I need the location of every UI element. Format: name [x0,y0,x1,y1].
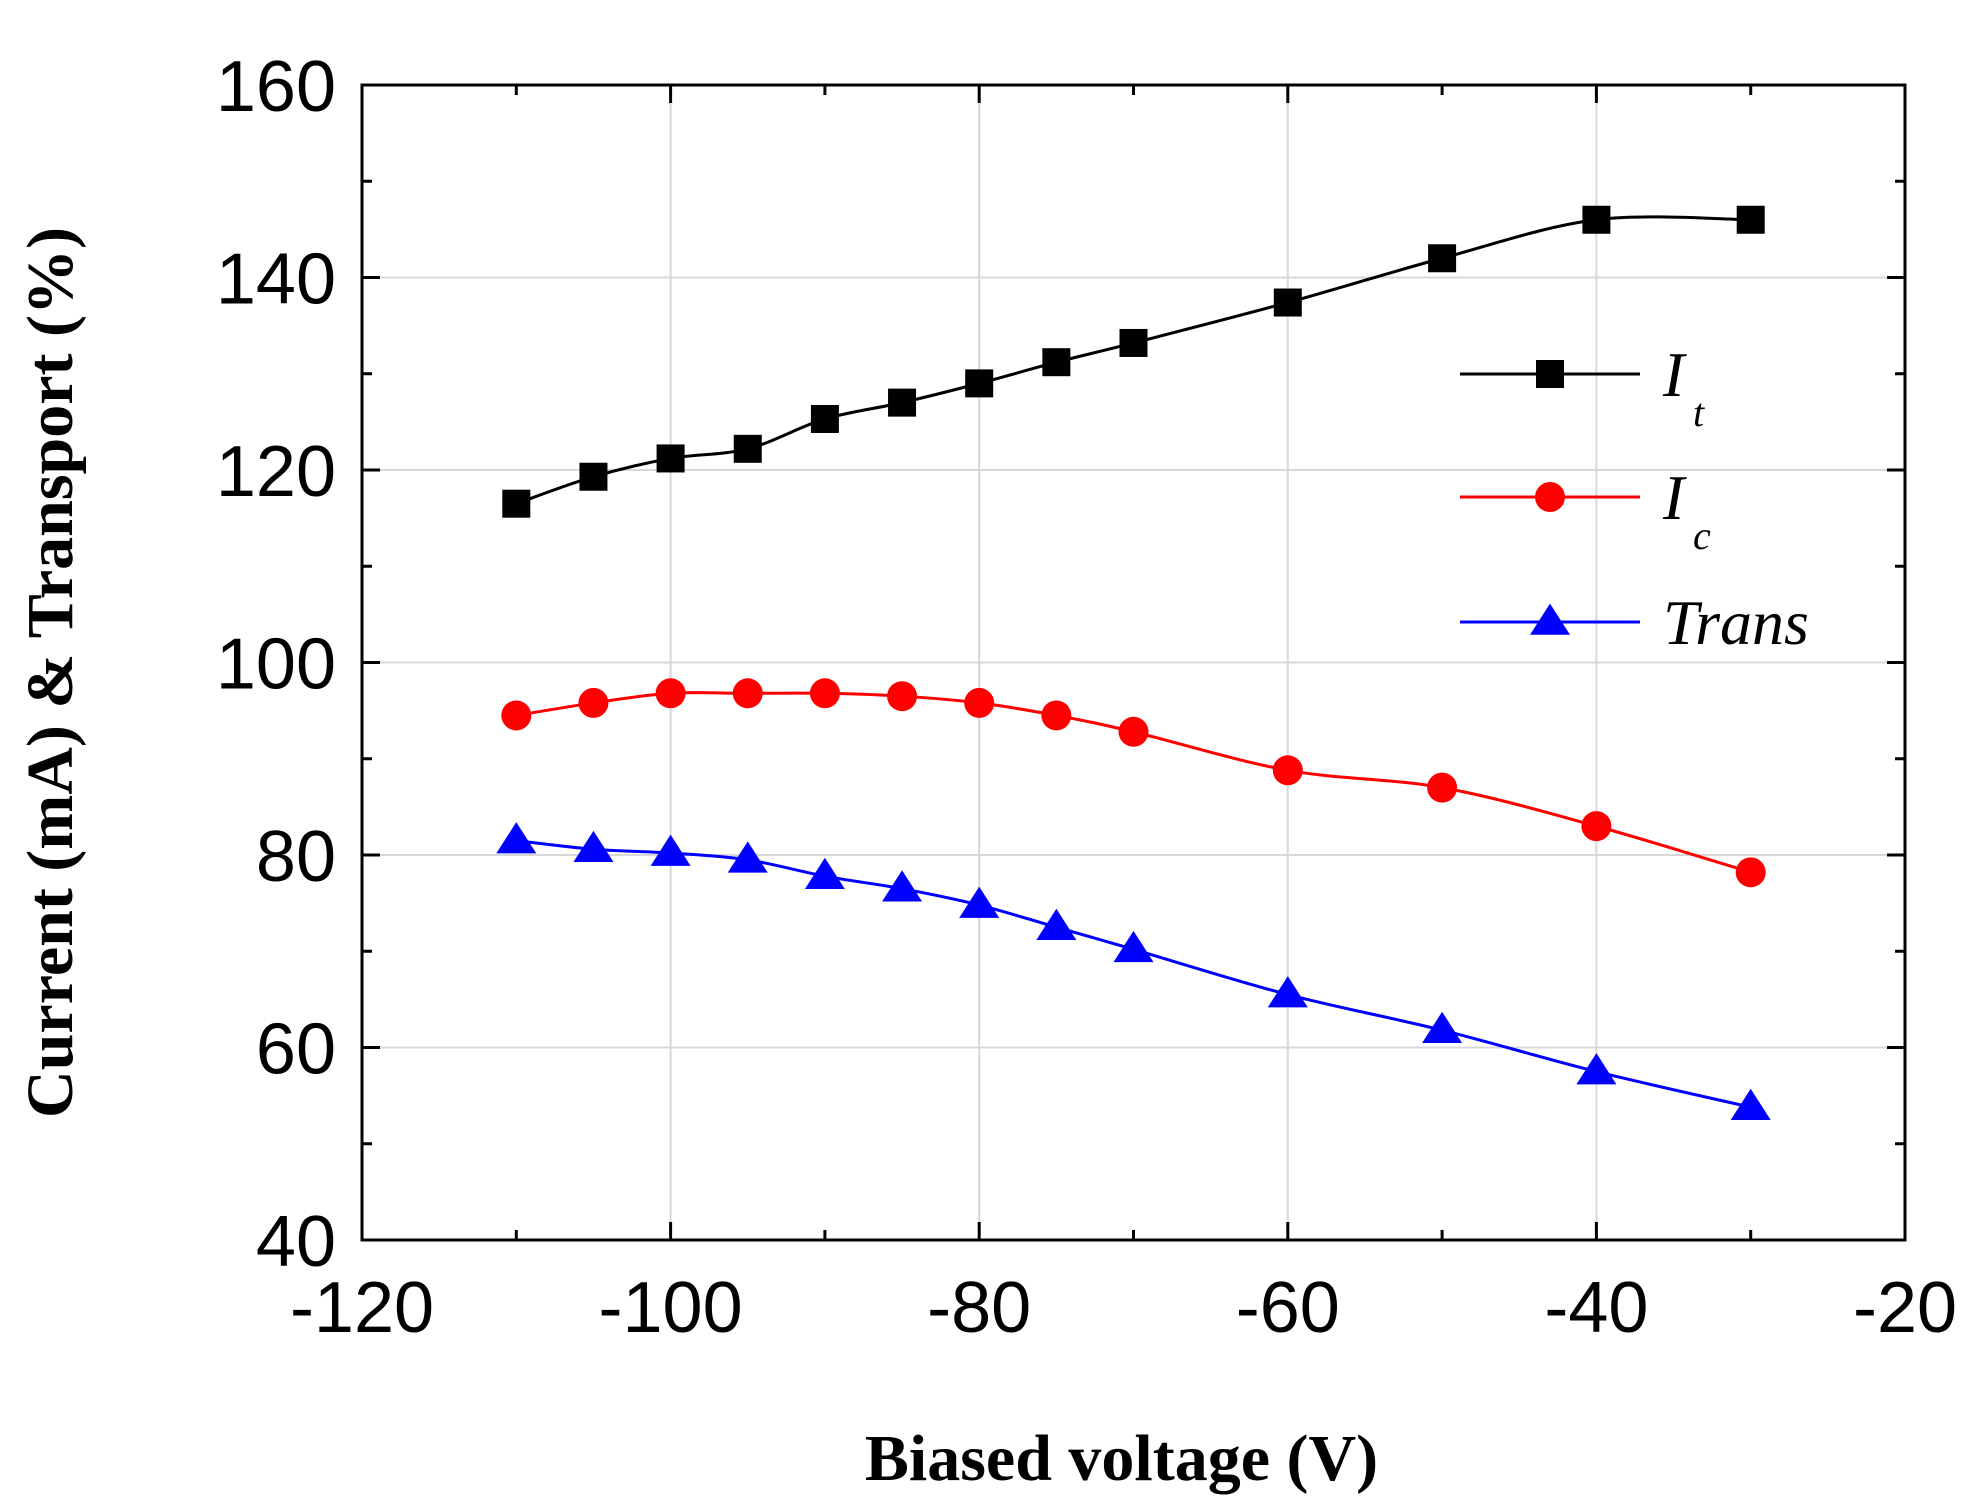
data-point-trans [1730,1088,1771,1120]
data-point-trans [1576,1053,1617,1085]
data-point-trans [650,834,691,866]
x-tick-label: -120 [290,1268,434,1348]
data-point-ic [732,678,763,709]
data-point-trans [804,857,845,889]
data-point-it [1119,328,1148,357]
legend-item-it: It [1460,339,1705,435]
data-point-trans [959,886,1000,918]
y-tick-label: 160 [216,47,336,127]
data-point-trans [1113,930,1154,963]
data-point-ic [1272,755,1303,786]
data-point-trans [1267,976,1308,1008]
y-tick-label: 120 [216,432,336,512]
data-point-it [1428,244,1457,273]
data-point-ic [887,681,918,712]
y-tick-label: 80 [256,817,336,897]
data-point-ic [1735,857,1766,888]
legend-marker [1536,360,1564,388]
y-tick-label: 60 [256,1010,336,1090]
legend-item-trans: Trans [1460,587,1809,658]
legend-marker [1530,603,1570,635]
data-point-it [579,462,608,491]
y-tick-label: 140 [216,240,336,320]
data-point-it [656,444,685,473]
x-tick-label: -20 [1853,1268,1957,1348]
data-point-ic [809,678,840,709]
x-axis-title: Biased voltage (V) [865,1422,1378,1495]
data-point-ic [1041,700,1072,731]
data-point-ic [1581,811,1612,842]
y-axis-title: Current (mA) & Transport (%) [14,227,87,1118]
series-ic [501,678,1766,888]
data-point-it [1042,348,1071,377]
legend-label: I [1662,462,1687,533]
data-point-it [1736,205,1765,234]
data-point-it [965,369,994,398]
data-point-ic [1118,716,1149,747]
data-point-trans [1422,1011,1463,1043]
data-point-ic [655,678,686,709]
legend-label: I [1662,339,1687,410]
data-point-ic [578,687,609,718]
data-point-ic [1427,772,1458,803]
legend-label-subscript: c [1693,513,1711,558]
x-tick-label: -80 [927,1268,1031,1348]
x-tick-label: -100 [599,1268,743,1348]
data-point-it [1582,205,1611,234]
series-layer [496,205,1771,1120]
data-point-trans [882,870,923,902]
data-point-it [733,434,762,463]
x-tick-label: -60 [1236,1268,1340,1348]
data-point-trans [1036,908,1077,940]
y-tick-label: 40 [256,1202,336,1282]
data-point-it [502,489,531,518]
data-point-trans [727,841,768,873]
series-it [502,205,1765,518]
data-point-trans [573,830,614,863]
legend-marker [1535,482,1565,512]
data-point-it [888,388,917,417]
data-point-it [1273,288,1302,317]
series-line-trans [516,839,1752,1109]
data-point-ic [501,700,532,731]
data-point-trans [496,822,537,854]
data-point-it [810,404,839,433]
data-point-ic [964,687,995,718]
series-trans [496,822,1771,1120]
x-tick-label: -40 [1544,1268,1648,1348]
grid [361,84,1906,1241]
legend-label: Trans [1663,587,1809,658]
ticks: -120 -100 -80 -60 -40 -20 40 60 80 100 120 140 160 [216,47,1957,1348]
legend-item-ic: Ic [1460,462,1711,558]
legend-label-subscript: t [1693,390,1705,435]
y-tick-label: 100 [216,625,336,705]
